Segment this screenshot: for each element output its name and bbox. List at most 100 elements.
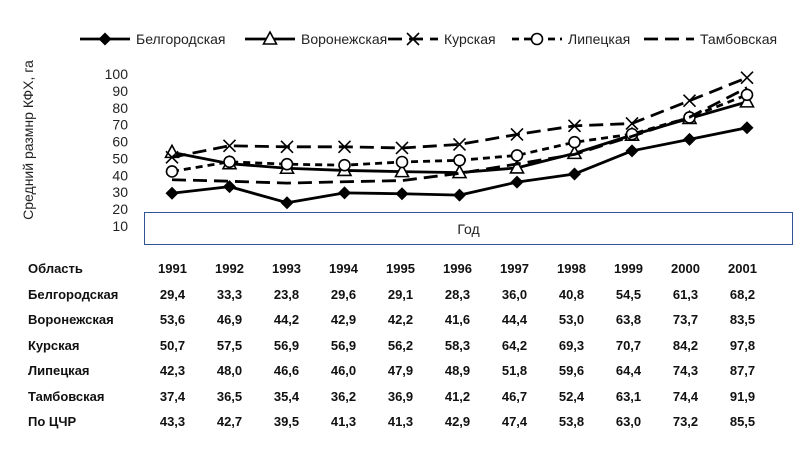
table-header-year: 1998: [557, 261, 586, 277]
table-header-year: 2000: [671, 261, 700, 277]
series-Белгородская: [165, 121, 754, 210]
table-cell: 64,4: [615, 363, 642, 379]
table-cell: 44,4: [501, 312, 528, 328]
table-cell: 46,7: [501, 388, 528, 404]
table-cell: 57,5: [216, 337, 243, 353]
series-Курская: [165, 71, 754, 164]
table-cell: 63,8: [615, 312, 642, 328]
series-line: [171, 76, 748, 159]
table-cell: 64,2: [501, 337, 528, 353]
table-cell: 36,0: [501, 286, 528, 302]
data-point: [262, 30, 278, 45]
table-cell: 42,9: [330, 312, 357, 328]
data-point: [280, 196, 294, 210]
table-row-label: Белгородская: [28, 286, 119, 302]
data-point: [683, 132, 696, 146]
table-cell: 42,7: [216, 414, 243, 430]
table-cell: 85,5: [729, 414, 756, 430]
data-point: [740, 121, 754, 135]
table-cell: 41,6: [444, 312, 471, 328]
table-header-year: 1993: [272, 261, 301, 277]
table-cell: 83,5: [729, 312, 756, 328]
table-cell: 42,9: [444, 414, 471, 430]
table-row-label: Липецкая: [28, 363, 90, 379]
table-row: Липецкая 42,3 48,0 46,6 46,0 47,9 48,9 51,8 59,6…: [28, 358, 771, 384]
table-cell: 36,9: [387, 388, 414, 404]
data-point: [98, 32, 112, 46]
data-point: [452, 137, 467, 151]
table-cell: 29,1: [387, 286, 414, 302]
table-row-label: По ЦЧР: [28, 414, 77, 430]
y-axis-label: Средний размнр КФХ, га: [20, 60, 36, 220]
legend-item: Курская: [388, 31, 496, 47]
legend-label: Воронежская: [301, 31, 387, 47]
table-cell: 53,6: [159, 312, 186, 328]
table-row: Курская 50,7 57,5 56,9 56,9 56,2 58,3 64,2 69,3 7…: [28, 333, 771, 359]
table-header-year: 1991: [158, 261, 187, 277]
data-point: [568, 167, 581, 181]
data-point: [406, 32, 420, 46]
table-cell: 68,2: [729, 286, 756, 302]
table-row-label: Тамбовская: [28, 388, 105, 404]
data-point: [567, 119, 582, 133]
data-point: [568, 135, 581, 149]
y-tick-label: 70: [112, 117, 128, 133]
legend-item: Тамбовская: [644, 31, 777, 47]
y-tick-label: 80: [112, 100, 128, 116]
table-cell: 46,6: [273, 363, 300, 379]
table-header-year: 1999: [614, 261, 643, 277]
y-tick-label: 20: [112, 201, 128, 217]
data-point: [509, 159, 525, 174]
legend-label: Липецкая: [568, 31, 630, 47]
legend-item: Воронежская: [245, 30, 387, 47]
data-point: [740, 71, 754, 85]
table-row: Тамбовская 37,4 36,5 35,4 36,2 36,9 41,2 46,7 52…: [28, 384, 771, 410]
table-cell: 84,2: [672, 337, 699, 353]
data-point: [222, 139, 237, 153]
table-cell: 44,2: [273, 312, 300, 328]
table-cell: 74,3: [672, 363, 699, 379]
y-tick-label: 100: [105, 66, 129, 82]
table-cell: 56,2: [387, 337, 414, 353]
table-row-label: Курская: [28, 337, 80, 353]
data-point: [395, 187, 409, 201]
legend: Белгородская Воронежская Курская Липецкая Та…: [80, 30, 777, 47]
y-tick-label: 30: [112, 184, 128, 200]
table-cell: 46,0: [330, 363, 357, 379]
table-cell: 47,9: [387, 363, 414, 379]
table-cell: 91,9: [729, 388, 756, 404]
table-body: Белгородская 29,4 33,3 23,8 29,6 29,1 28,3 36,0…: [28, 282, 771, 435]
table-cell: 74,4: [672, 388, 699, 404]
table-cell: 41,2: [444, 388, 471, 404]
data-point: [338, 186, 351, 200]
legend-label: Тамбовская: [700, 31, 777, 47]
data-point: [165, 165, 179, 178]
data-point: [625, 116, 639, 131]
table-header-year: 1994: [329, 261, 358, 277]
x-axis-title-box: Год: [144, 212, 793, 245]
table-cell: 54,5: [615, 286, 642, 302]
data-point: [510, 127, 524, 142]
table-cell: 87,7: [729, 363, 756, 379]
table-cell: 36,5: [216, 388, 243, 404]
table-cell: 69,3: [558, 337, 585, 353]
table-row: По ЦЧР 43,3 42,7 39,5 41,3 41,3 42,9 47,4 53,8 63…: [28, 409, 771, 435]
data-point: [280, 157, 294, 171]
y-tick-label: 10: [112, 218, 128, 234]
table-cell: 51,8: [501, 363, 528, 379]
legend-label: Белгородская: [136, 31, 226, 47]
table-cell: 35,4: [273, 388, 300, 404]
data-point: [453, 154, 466, 167]
legend-item: Липецкая: [512, 31, 630, 47]
table-cell: 41,3: [330, 414, 357, 430]
table-cell: 63,1: [615, 388, 642, 404]
series-Тамбовская: [171, 86, 748, 185]
table-cell: 43,3: [159, 414, 186, 430]
y-tick-label: 50: [112, 150, 128, 166]
table-cell: 56,9: [330, 337, 357, 353]
table-cell: 36,2: [330, 388, 357, 404]
data-point: [510, 175, 524, 189]
data-point: [394, 162, 410, 178]
series-line: [171, 86, 748, 185]
